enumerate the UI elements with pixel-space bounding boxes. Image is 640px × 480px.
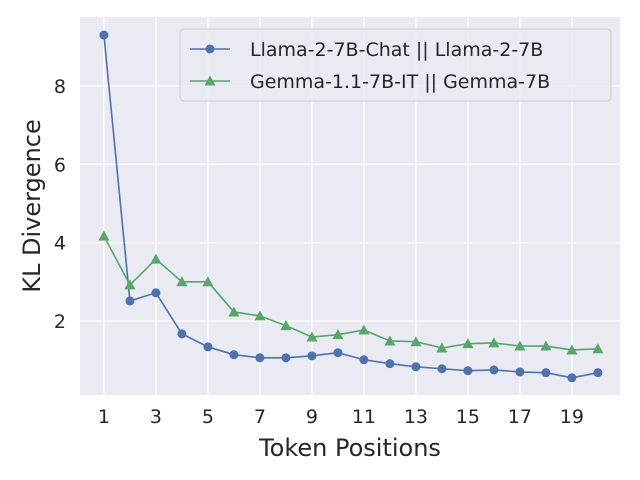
data-point [98, 230, 110, 241]
data-point [99, 30, 109, 40]
data-point [593, 368, 603, 378]
legend-box [179, 28, 612, 102]
y-tick-label: 2 [54, 311, 66, 333]
data-point [541, 368, 551, 378]
x-tick-label: 13 [404, 406, 428, 428]
data-point [384, 335, 396, 346]
data-point [462, 338, 474, 349]
legend: Llama-2-7B-Chat || Llama-2-7B Gemma-1.1-7… [179, 28, 612, 102]
data-point [385, 359, 395, 369]
data-point [410, 336, 422, 347]
data-point [567, 373, 577, 383]
data-point [489, 365, 499, 375]
series-line [103, 235, 598, 351]
y-tick-label: 6 [54, 154, 66, 176]
x-tick-label: 5 [202, 406, 214, 428]
data-point [592, 343, 604, 354]
data-point [125, 296, 135, 306]
data-point [332, 329, 344, 340]
data-point [150, 253, 162, 264]
data-point [333, 348, 343, 358]
x-tick-label: 19 [560, 406, 584, 428]
y-axis-label: KL Divergence [18, 119, 46, 292]
data-point [255, 353, 265, 363]
x-tick-label: 11 [352, 406, 376, 428]
data-point [463, 366, 473, 376]
x-tick-label: 15 [456, 406, 480, 428]
x-tick-label: 17 [508, 406, 532, 428]
data-point [358, 324, 370, 335]
data-point [411, 362, 421, 372]
legend-label: Llama-2-7B-Chat || Llama-2-7B [250, 39, 543, 61]
data-point [124, 279, 136, 290]
data-point [176, 276, 188, 287]
y-tick-label: 8 [54, 76, 66, 98]
x-tick-label: 7 [254, 406, 266, 428]
data-point [566, 344, 578, 355]
x-tick-label: 1 [98, 406, 110, 428]
data-point [306, 331, 318, 342]
x-tick-label: 9 [306, 406, 318, 428]
y-tick-label: 4 [54, 233, 66, 255]
legend-marker [205, 44, 215, 54]
legend-marker [204, 75, 216, 86]
data-point [436, 342, 448, 353]
series-1 [98, 230, 604, 355]
data-point [514, 340, 526, 351]
data-point [280, 320, 292, 331]
data-point [307, 351, 317, 361]
data-point [203, 342, 213, 352]
series-0 [99, 30, 603, 383]
legend-label: Gemma-1.1-7B-IT || Gemma-7B [250, 71, 550, 93]
data-point [515, 367, 525, 377]
data-point [228, 306, 240, 317]
data-point [229, 350, 239, 360]
data-point [437, 364, 447, 374]
data-point [202, 276, 214, 287]
data-point [281, 353, 291, 363]
data-point [488, 337, 500, 348]
x-tick-label: 3 [150, 406, 162, 428]
data-point [359, 355, 369, 365]
data-point [177, 329, 187, 339]
data-point [540, 340, 552, 351]
data-point [254, 310, 266, 321]
x-axis-label: Token Positions [258, 434, 441, 462]
data-point [151, 288, 161, 298]
